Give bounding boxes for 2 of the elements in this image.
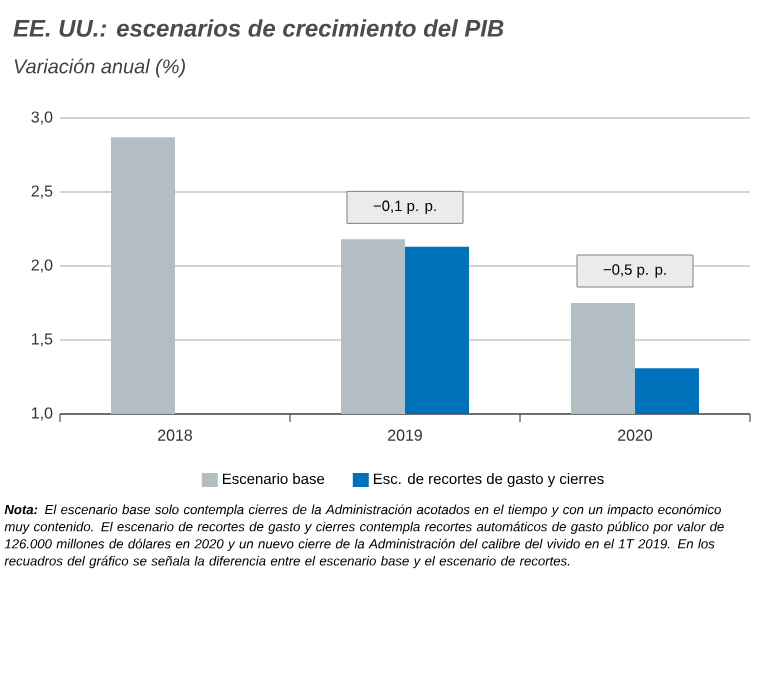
chart-subtitle: Variación anual (%): [14, 58, 185, 78]
chart-title: EE. UU.: escenarios de crecimiento del PIB: [13, 19, 504, 37]
